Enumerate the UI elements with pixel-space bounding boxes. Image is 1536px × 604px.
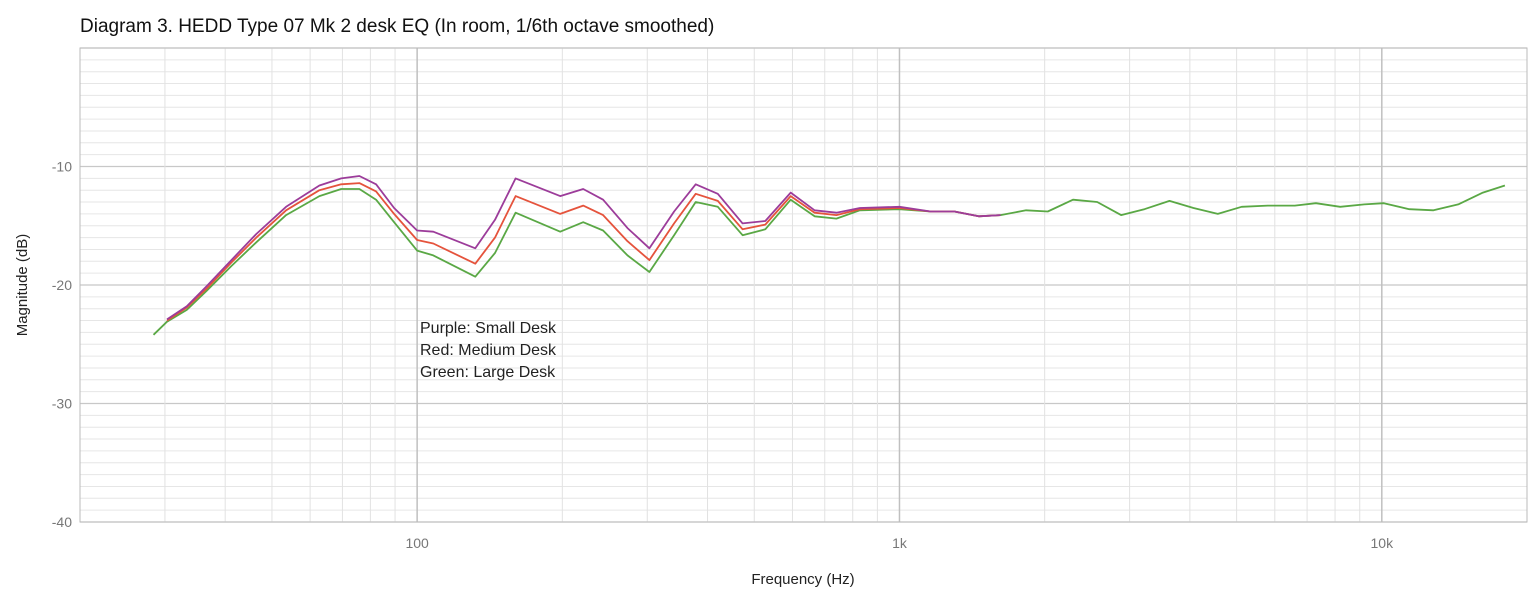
- x-axis-label: Frequency (Hz): [751, 571, 854, 588]
- y-tick-label: -30: [52, 396, 72, 412]
- chart-title: Diagram 3. HEDD Type 07 Mk 2 desk EQ (In…: [80, 16, 714, 37]
- annotation-line-1: Purple: Small Desk: [420, 320, 557, 337]
- y-tick-label: -10: [52, 159, 72, 175]
- series-lines: [152, 175, 1506, 336]
- y-tick-label: -40: [52, 514, 72, 530]
- series-line-2: [166, 175, 1001, 321]
- x-tick-label: 1k: [892, 535, 908, 551]
- annotation-line-3: Green: Large Desk: [420, 364, 556, 381]
- tick-labels: 100 1k 10k -10 -20 -30 -40: [52, 159, 1394, 552]
- y-tick-label: -20: [52, 277, 72, 293]
- x-tick-label: 100: [405, 535, 429, 551]
- annotation-line-2: Red: Medium Desk: [420, 342, 557, 359]
- y-axis-label: Magnitude (dB): [14, 234, 31, 337]
- series-line-1: [166, 182, 1001, 322]
- series-line-0: [152, 184, 1506, 336]
- plot-frame: [79, 47, 1528, 523]
- x-tick-label: 10k: [1371, 535, 1395, 551]
- grid: [79, 47, 1528, 523]
